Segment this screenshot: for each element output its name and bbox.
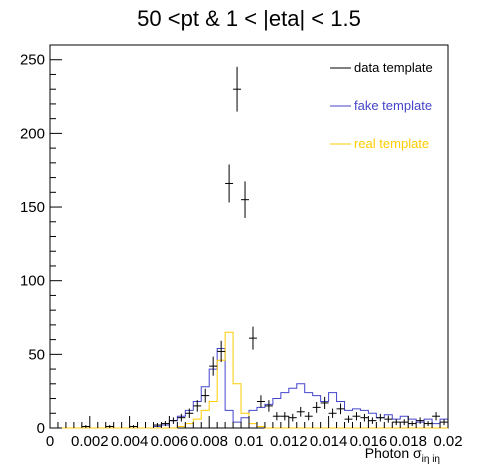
data-template-series [81, 66, 448, 428]
data-point [153, 422, 162, 428]
x-tick-label: 0.016 [350, 433, 388, 450]
step-line [50, 331, 448, 429]
x-tick-label: 0.004 [111, 433, 149, 450]
data-point [193, 400, 202, 412]
data-point [360, 413, 369, 422]
data-point [233, 66, 242, 112]
legend-item: fake template [330, 98, 432, 113]
data-point [249, 326, 257, 350]
data-point [304, 412, 313, 421]
x-tick-label: 0.014 [310, 433, 348, 450]
y-tick-label: 250 [20, 52, 45, 69]
chart-title: 50 <pt & 1 < |eta| < 1.5 [137, 6, 361, 31]
data-point [440, 419, 448, 426]
x-tick-label: 0.012 [270, 433, 308, 450]
data-point [408, 421, 417, 427]
data-point [312, 401, 321, 413]
data-point [256, 395, 265, 408]
data-point [105, 425, 114, 428]
data-point [209, 356, 218, 376]
data-point [161, 421, 170, 427]
legend: data template fake template real template [330, 60, 433, 151]
x-tick-label: 0.002 [71, 433, 109, 450]
data-point [416, 417, 425, 424]
data-point [392, 419, 401, 426]
data-point [272, 412, 281, 421]
real-template-series [50, 331, 448, 429]
y-tick-label: 0 [37, 420, 45, 437]
legend-label: real template [354, 136, 429, 151]
x-tick-label: 0 [46, 433, 54, 450]
legend-item: real template [330, 136, 429, 151]
data-point [129, 425, 138, 428]
y-tick-label: 200 [20, 125, 45, 142]
x-axis: 0 0.002 0.004 0.006 0.008 0.01 0.012 0.014 0.016… [46, 416, 463, 450]
legend-item: data template [330, 60, 433, 75]
data-point [376, 413, 385, 422]
y-tick-label: 100 [20, 273, 45, 290]
data-point [336, 403, 345, 415]
x-axis-label: Photon σiη iη [365, 445, 440, 465]
data-point [424, 421, 433, 427]
data-point [217, 340, 226, 363]
y-axis: 0 50 100 150 200 250 [20, 44, 62, 437]
data-point [201, 388, 210, 403]
data-point [320, 396, 329, 409]
data-point [81, 425, 90, 428]
x-axis-label-subscript: iη iη [422, 454, 440, 465]
data-point [288, 413, 297, 422]
x-tick-label: 0.008 [190, 433, 228, 450]
data-point [368, 417, 377, 424]
data-point [241, 181, 249, 218]
x-tick-label: 0.01 [234, 433, 263, 450]
data-point [432, 412, 441, 421]
data-point [280, 412, 289, 421]
data-point [169, 417, 178, 424]
data-point [185, 408, 194, 418]
data-point [328, 408, 337, 418]
data-point [352, 412, 361, 421]
data-point [225, 164, 234, 203]
data-point [264, 400, 273, 412]
x-tick-label: 0.018 [389, 433, 427, 450]
data-point [384, 415, 393, 423]
data-point [344, 415, 353, 423]
x-axis-label-main: Photon σ [365, 445, 422, 461]
y-tick-label: 150 [20, 199, 45, 216]
data-point [177, 413, 186, 422]
data-point [400, 419, 409, 426]
x-tick-label: 0.02 [433, 433, 462, 450]
x-tick-label: 0.006 [151, 433, 189, 450]
data-point [296, 406, 305, 417]
legend-label: fake template [354, 98, 432, 113]
y-tick-label: 50 [28, 346, 45, 363]
legend-label: data template [354, 60, 433, 75]
